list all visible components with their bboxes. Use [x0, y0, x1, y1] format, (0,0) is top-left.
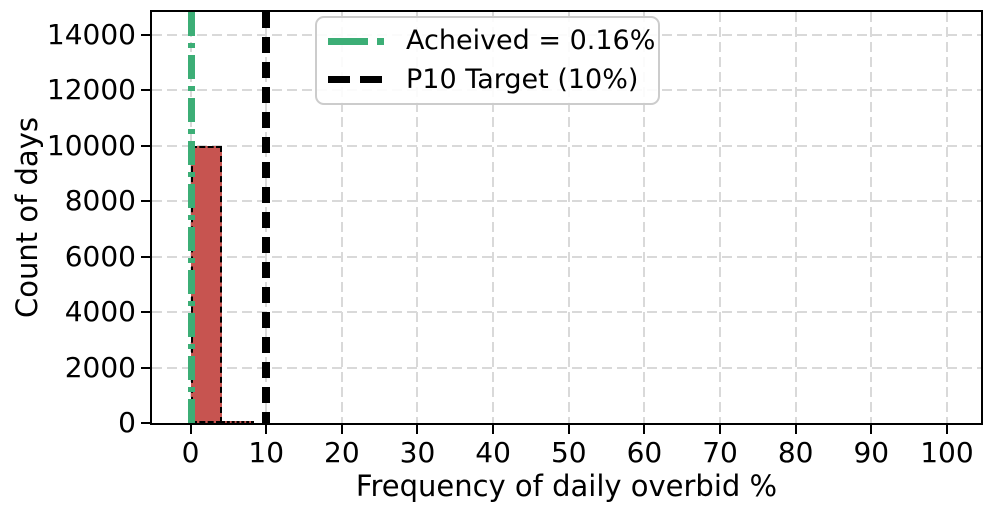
- histogram-bar: [222, 421, 255, 424]
- x-tick-label: 30: [399, 436, 436, 469]
- y-tick-label: 6000: [64, 239, 136, 273]
- x-tick-mark: [189, 425, 192, 434]
- y-tick-mark: [141, 255, 150, 258]
- y-gridline: [152, 366, 981, 369]
- y-tick-label: 12000: [46, 73, 136, 107]
- lines-layer: [152, 12, 981, 423]
- x-gridline: [340, 12, 343, 423]
- y-tick-label: 10000: [46, 128, 136, 162]
- x-tick-mark: [567, 425, 570, 434]
- x-gridline: [794, 12, 797, 423]
- y-tick-mark: [141, 422, 150, 424]
- x-tick-label: 60: [626, 436, 663, 469]
- x-tick-label: 90: [853, 436, 890, 469]
- y-tick-label: 8000: [64, 184, 136, 218]
- x-tick-label: 80: [777, 436, 814, 469]
- y-tick-mark: [141, 366, 150, 369]
- x-tick-label: 40: [475, 436, 511, 469]
- legend-label-target: P10 Target (10%): [406, 64, 639, 95]
- legend: Acheived = 0.16% P10 Target (10%): [315, 16, 660, 105]
- x-tick-mark: [719, 425, 722, 434]
- y-tick-mark: [141, 89, 150, 92]
- x-tick-mark: [945, 425, 948, 434]
- x-tick-mark: [492, 425, 495, 434]
- x-gridline: [567, 12, 570, 423]
- legend-label-achieved: Acheived = 0.16%: [406, 25, 656, 57]
- legend-entry-achieved: Acheived = 0.16%: [328, 26, 658, 56]
- y-tick-mark: [141, 311, 150, 314]
- target-line-swatch: [328, 76, 384, 84]
- legend-entry-target: P10 Target (10%): [328, 65, 658, 95]
- x-tick-mark: [870, 425, 873, 434]
- y-tick-mark: [141, 200, 150, 203]
- x-tick-mark: [643, 425, 646, 434]
- x-tick-mark: [794, 425, 797, 434]
- x-axis-label: Frequency of daily overbid %: [355, 469, 778, 503]
- x-tick-label: 50: [550, 436, 587, 469]
- x-tick-label: 100: [920, 436, 974, 469]
- achieved-line: [188, 12, 196, 423]
- y-tick-mark: [141, 144, 150, 147]
- target-line: [262, 12, 271, 423]
- y-gridline: [152, 255, 981, 258]
- x-tick-label: 0: [181, 436, 200, 469]
- x-gridline: [945, 12, 948, 423]
- y-gridline: [152, 144, 981, 147]
- x-gridline: [870, 12, 873, 423]
- x-tick-label: 20: [324, 436, 360, 469]
- plot-area: Acheived = 0.16% P10 Target (10%): [150, 10, 983, 425]
- y-tick-label: 14000: [46, 17, 136, 51]
- x-tick-mark: [340, 425, 343, 434]
- y-tick-label: 4000: [64, 295, 136, 329]
- y-tick-label: 2000: [64, 350, 136, 384]
- x-gridline: [492, 12, 495, 423]
- achieved-line-swatch: [328, 37, 384, 45]
- x-gridline: [719, 12, 722, 423]
- y-tick-label: 0: [118, 406, 136, 439]
- y-gridline: [152, 311, 981, 314]
- x-tick-mark: [416, 425, 419, 434]
- x-gridline: [643, 12, 646, 423]
- x-tick-label: 10: [248, 436, 285, 469]
- y-gridline: [152, 200, 981, 203]
- x-tick-label: 70: [702, 436, 738, 469]
- x-tick-mark: [265, 425, 268, 434]
- x-gridline: [416, 12, 419, 423]
- y-tick-mark: [141, 33, 150, 36]
